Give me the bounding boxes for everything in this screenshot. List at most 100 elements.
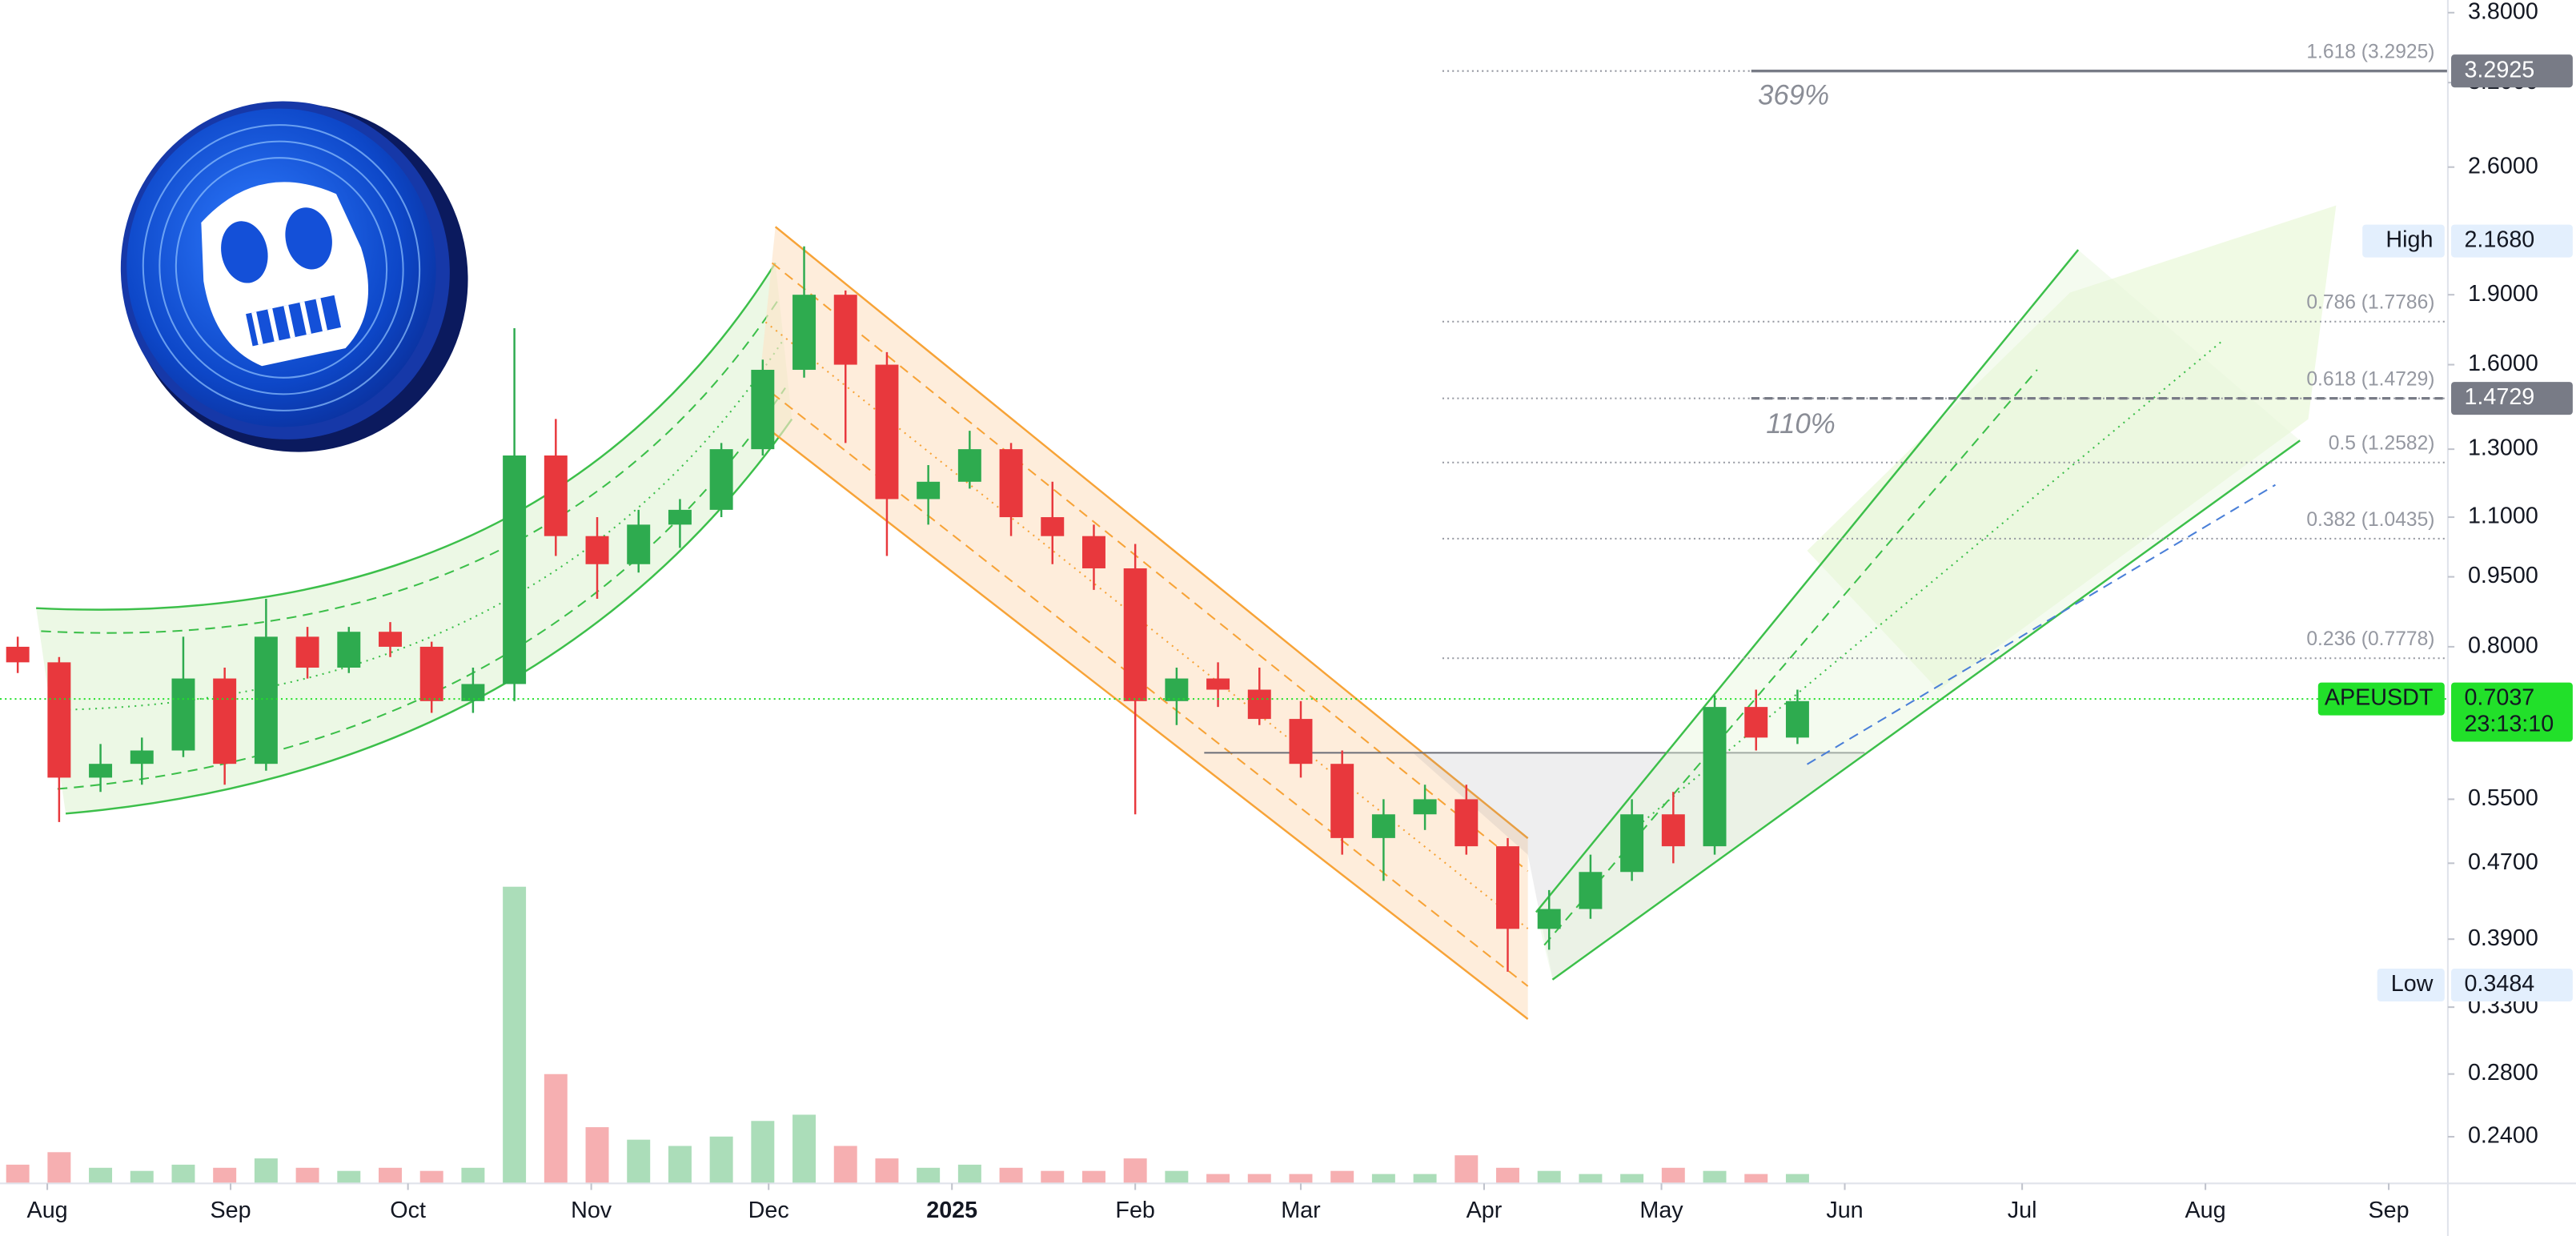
logo bbox=[120, 101, 468, 452]
countdown: 23:13:10 bbox=[2464, 712, 2554, 737]
volume-bar bbox=[1496, 1167, 1519, 1184]
candle-body bbox=[1661, 814, 1685, 847]
volume-bar bbox=[1247, 1174, 1271, 1184]
y-tick-label: 0.4700 bbox=[2468, 849, 2538, 875]
y-tick-label: 2.6000 bbox=[2468, 153, 2538, 179]
volume-bar bbox=[709, 1136, 733, 1184]
x-tick-label: Dec bbox=[748, 1198, 789, 1223]
candle-body bbox=[1206, 678, 1230, 690]
x-tick-label: Jun bbox=[1826, 1198, 1863, 1223]
rising-channel bbox=[1535, 205, 2337, 981]
candle-body bbox=[1081, 536, 1105, 568]
candle-body bbox=[1620, 814, 1644, 873]
candle-body bbox=[1165, 678, 1189, 701]
candle-body bbox=[1041, 517, 1065, 536]
candle-body bbox=[47, 662, 71, 778]
y-tick-label: 3.8000 bbox=[2468, 0, 2538, 24]
price-tag-name-box bbox=[2317, 682, 2445, 716]
price-tag-name: Low bbox=[2391, 971, 2434, 997]
candle-body bbox=[295, 636, 319, 668]
price-tag-label: 0.3484 bbox=[2464, 971, 2534, 997]
volume-bar bbox=[295, 1167, 319, 1184]
volume-bar bbox=[1620, 1174, 1644, 1184]
volume-bar bbox=[503, 886, 527, 1184]
volume-bar bbox=[337, 1170, 361, 1184]
volume-bar bbox=[917, 1167, 941, 1184]
x-tick-label: Sep bbox=[2369, 1198, 2409, 1223]
x-tick-label: Nov bbox=[571, 1198, 612, 1223]
price-tag-label: 1.4729 bbox=[2464, 384, 2534, 410]
y-tick-label: 0.9500 bbox=[2468, 563, 2538, 588]
candle-body bbox=[254, 636, 278, 764]
candle-body bbox=[461, 684, 485, 701]
candle-body bbox=[544, 455, 568, 536]
candle-body bbox=[1703, 707, 1727, 847]
candle-body bbox=[875, 364, 899, 500]
volume-bar bbox=[1537, 1170, 1561, 1184]
volume-bar bbox=[957, 1164, 981, 1184]
candle-body bbox=[792, 295, 817, 370]
candle-body bbox=[751, 369, 775, 450]
y-tick-label: 1.6000 bbox=[2468, 351, 2538, 376]
candle-body bbox=[379, 632, 402, 647]
x-tick-label: Aug bbox=[27, 1198, 68, 1223]
x-tick-label: Oct bbox=[390, 1198, 426, 1223]
fib-label: 0.236 (0.7778) bbox=[2306, 628, 2434, 650]
candle-body bbox=[130, 750, 154, 764]
candle-body bbox=[999, 449, 1023, 518]
volume-bar bbox=[999, 1167, 1023, 1184]
volume-bar bbox=[792, 1114, 817, 1184]
candle-body bbox=[1289, 719, 1313, 764]
candle-body bbox=[171, 678, 195, 751]
candle-body bbox=[957, 449, 981, 482]
volume-bar bbox=[171, 1164, 195, 1184]
volume-bar bbox=[1165, 1170, 1189, 1184]
volume-bar bbox=[627, 1139, 651, 1184]
volume-bar bbox=[1330, 1170, 1354, 1184]
volume-bar bbox=[47, 1152, 71, 1184]
price-tag-name: APEUSDT bbox=[2325, 685, 2434, 711]
candle-body bbox=[1579, 872, 1603, 909]
fib-label: 0.786 (1.7786) bbox=[2306, 292, 2434, 314]
volume-bar bbox=[833, 1146, 857, 1184]
price-tag bbox=[2451, 224, 2573, 258]
candle-body bbox=[1413, 799, 1437, 815]
volume-bar bbox=[544, 1073, 568, 1184]
candle-body bbox=[833, 295, 857, 365]
fib-label: 0.382 (1.0435) bbox=[2306, 509, 2434, 531]
candle-body bbox=[709, 449, 733, 510]
x-tick-label: Jul bbox=[2008, 1198, 2037, 1223]
x-tick-label: Mar bbox=[1281, 1198, 1321, 1223]
volume-bar bbox=[1785, 1174, 1809, 1184]
candle-body bbox=[585, 536, 609, 564]
volume-bar bbox=[751, 1121, 775, 1184]
volume-bar bbox=[1413, 1174, 1437, 1184]
volume-bar bbox=[1206, 1174, 1230, 1184]
x-tick-label: May bbox=[1639, 1198, 1683, 1223]
candle-body bbox=[337, 632, 361, 668]
candle-body bbox=[668, 509, 692, 525]
annotation: 110% bbox=[1766, 408, 1836, 439]
x-tick-label: 2025 bbox=[926, 1198, 977, 1223]
vol-layer bbox=[6, 886, 1809, 1184]
volume-bar bbox=[130, 1170, 154, 1184]
x-tick-label: Sep bbox=[211, 1198, 251, 1223]
volume-bar bbox=[875, 1158, 899, 1184]
volume-bar bbox=[1661, 1167, 1685, 1184]
volume-bar bbox=[1123, 1158, 1147, 1184]
candle-body bbox=[627, 524, 651, 564]
y-tick-label: 0.3900 bbox=[2468, 925, 2538, 951]
volume-bar bbox=[89, 1167, 113, 1184]
price-tag-label: 3.2925 bbox=[2464, 57, 2534, 82]
volume-bar bbox=[1703, 1170, 1727, 1184]
x-axis-panel bbox=[0, 1183, 2576, 1236]
volume-bar bbox=[1081, 1170, 1105, 1184]
volume-bar bbox=[254, 1158, 278, 1184]
y-tick-label: 0.5500 bbox=[2468, 785, 2538, 811]
candle-body bbox=[1247, 689, 1271, 720]
price-tag bbox=[2451, 54, 2573, 88]
y-tick-label: 1.1000 bbox=[2468, 504, 2538, 529]
annotation: 369% bbox=[1758, 79, 1829, 110]
candle-body bbox=[213, 678, 237, 764]
